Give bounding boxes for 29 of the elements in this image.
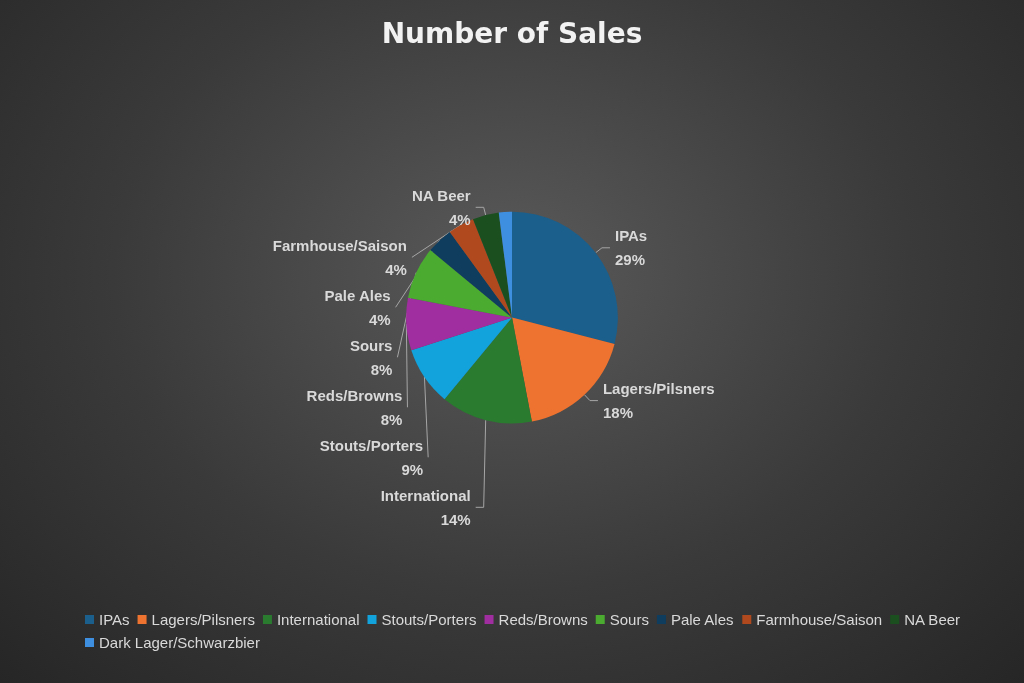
data-label: 9% (401, 460, 424, 478)
legend-label: Sours (609, 611, 649, 628)
slice-label: IPAs (614, 227, 648, 245)
slice-label: Pale Ales (324, 286, 391, 304)
slice-label: Reds/Browns (306, 386, 403, 404)
slice-label: Sours (349, 336, 393, 354)
slice-label: International (380, 486, 471, 504)
legend-label: International (276, 611, 360, 628)
data-label: 14% (440, 510, 471, 528)
data-label: 4% (449, 210, 471, 228)
slice-label: Stouts/Porters (319, 436, 424, 454)
legend-label: Stouts/Porters (381, 611, 477, 628)
legend-label: Farmhouse/Saison (756, 611, 883, 628)
legend-label: Lagers/Pilsners (151, 611, 255, 628)
legend-label: IPAs (99, 611, 130, 628)
legend-label: NA Beer (904, 611, 961, 628)
data-label: 29% (614, 251, 645, 269)
data-label: 4% (385, 260, 407, 278)
chart-title: Number of Sales (381, 16, 643, 50)
data-label: 8% (380, 410, 403, 428)
legend-label: Dark Lager/Schwarzbier (99, 634, 260, 651)
data-label: 8% (370, 360, 393, 378)
data-label: 18% (602, 404, 633, 422)
slice-label: Lagers/Pilsners (602, 380, 715, 398)
legend-label: Pale Ales (670, 611, 734, 628)
data-label: 4% (368, 310, 391, 328)
slice-label: Farmhouse/Saison (272, 236, 407, 254)
legend-label: Reds/Browns (498, 611, 588, 628)
slice-label: NA Beer (412, 186, 471, 204)
